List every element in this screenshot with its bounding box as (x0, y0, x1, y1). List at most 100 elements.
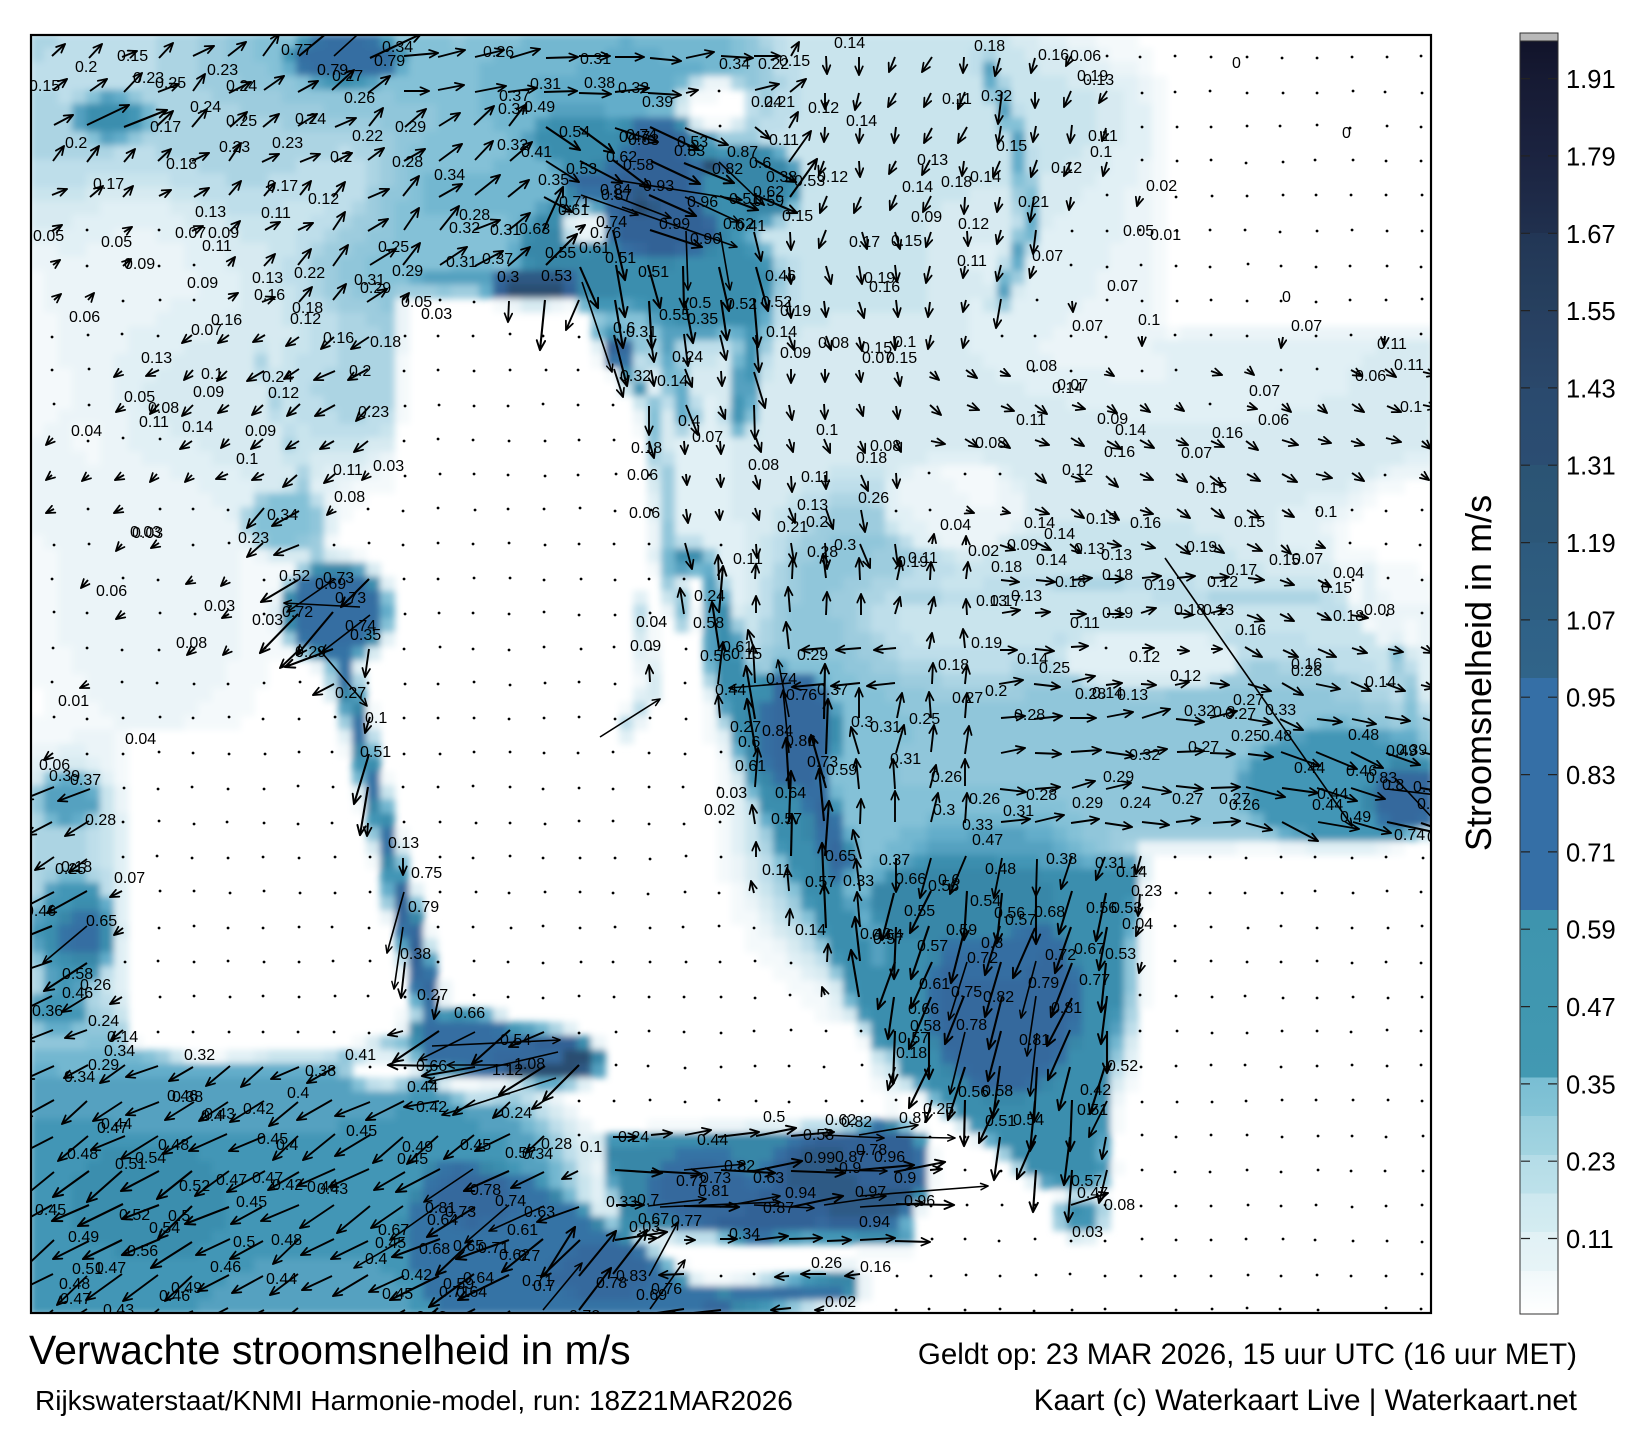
svg-text:0.74: 0.74 (495, 1193, 526, 1210)
svg-text:0.86: 0.86 (785, 733, 816, 750)
svg-text:0.48: 0.48 (1348, 727, 1379, 744)
svg-text:0.14: 0.14 (657, 373, 688, 390)
svg-text:Rijkswaterstaat/KNMI Harmonie-: Rijkswaterstaat/KNMI Harmonie-model, run… (35, 1385, 793, 1416)
svg-text:0.23: 0.23 (1566, 1149, 1616, 1177)
svg-text:0.51: 0.51 (1077, 1102, 1108, 1119)
svg-text:0.51: 0.51 (638, 264, 669, 281)
svg-text:0.1: 0.1 (1400, 399, 1422, 416)
svg-text:0.02: 0.02 (1146, 178, 1177, 195)
svg-text:0.96: 0.96 (687, 194, 718, 211)
svg-text:0.18: 0.18 (631, 440, 662, 457)
svg-text:0.2: 0.2 (330, 149, 352, 166)
svg-text:0.44: 0.44 (266, 1271, 297, 1288)
svg-text:0.24: 0.24 (501, 1105, 532, 1122)
svg-text:0.9: 0.9 (839, 1160, 861, 1177)
svg-text:0.47: 0.47 (216, 1172, 247, 1189)
svg-text:0.44: 0.44 (1294, 760, 1325, 777)
svg-text:0.58: 0.58 (803, 1127, 834, 1144)
svg-text:0.33: 0.33 (1265, 702, 1296, 719)
svg-text:0.06: 0.06 (1070, 48, 1101, 65)
svg-text:0.07: 0.07 (1291, 318, 1322, 335)
svg-text:0.14: 0.14 (1115, 422, 1146, 439)
svg-text:0.15: 0.15 (996, 138, 1027, 155)
svg-text:0.4: 0.4 (365, 1251, 387, 1268)
svg-text:0.18: 0.18 (941, 174, 972, 191)
svg-text:0.14: 0.14 (1052, 380, 1083, 397)
svg-text:0.37: 0.37 (482, 251, 513, 268)
svg-text:0.26: 0.26 (969, 791, 1000, 808)
svg-text:0.32: 0.32 (184, 1047, 215, 1064)
svg-text:0.2: 0.2 (65, 135, 87, 152)
svg-text:0.31: 0.31 (530, 76, 561, 93)
svg-text:0.59: 0.59 (946, 922, 977, 939)
svg-text:0.53: 0.53 (566, 161, 597, 178)
svg-text:0.37: 0.37 (879, 852, 910, 869)
svg-text:0.97: 0.97 (855, 1184, 886, 1201)
svg-text:0.13: 0.13 (1117, 687, 1148, 704)
svg-text:0.1: 0.1 (201, 366, 223, 383)
svg-text:0.23: 0.23 (272, 135, 303, 152)
svg-text:0.11: 0.11 (762, 862, 792, 879)
svg-text:0.37: 0.37 (817, 682, 848, 699)
svg-text:0.48: 0.48 (1261, 728, 1292, 745)
svg-text:0.7: 0.7 (637, 1192, 659, 1209)
svg-text:0.09: 0.09 (630, 638, 661, 655)
svg-text:0.1: 0.1 (1138, 312, 1160, 329)
svg-text:0.15: 0.15 (1321, 580, 1352, 597)
svg-text:0.06: 0.06 (1355, 368, 1386, 385)
svg-text:0.23: 0.23 (1131, 883, 1162, 900)
svg-text:0.6: 0.6 (938, 872, 960, 889)
svg-text:0.44: 0.44 (1312, 797, 1343, 814)
svg-text:0.03: 0.03 (421, 306, 452, 323)
svg-text:0.41: 0.41 (345, 1047, 376, 1064)
svg-text:0.45: 0.45 (346, 1123, 377, 1140)
svg-text:0.83: 0.83 (674, 143, 705, 160)
svg-text:0.29: 0.29 (1072, 795, 1103, 812)
svg-text:0.31: 0.31 (870, 719, 901, 736)
svg-text:0.58: 0.58 (623, 157, 654, 174)
svg-text:0.11: 0.11 (733, 551, 763, 568)
svg-text:0.73: 0.73 (323, 570, 354, 587)
svg-text:0.66: 0.66 (454, 1005, 485, 1022)
svg-text:0.07: 0.07 (114, 870, 145, 887)
svg-text:0.67: 0.67 (378, 1222, 409, 1239)
svg-text:0.49: 0.49 (68, 1229, 99, 1246)
svg-text:0.09: 0.09 (193, 384, 224, 401)
svg-text:0.12: 0.12 (1051, 160, 1082, 177)
svg-text:0.21: 0.21 (1018, 194, 1049, 211)
svg-text:0.16: 0.16 (323, 330, 354, 347)
svg-text:0.04: 0.04 (1122, 916, 1153, 933)
svg-text:Kaart (c) Waterkaart Live | Wa: Kaart (c) Waterkaart Live | Waterkaart.n… (1034, 1384, 1577, 1417)
svg-text:0.12: 0.12 (268, 385, 299, 402)
svg-text:0.61: 0.61 (735, 758, 766, 775)
svg-text:0.18: 0.18 (1174, 602, 1205, 619)
svg-text:0.18: 0.18 (1102, 567, 1133, 584)
svg-text:0.58: 0.58 (693, 615, 724, 632)
svg-text:0.07: 0.07 (1292, 551, 1323, 568)
svg-text:0.18: 0.18 (166, 156, 197, 173)
svg-text:0.42: 0.42 (1080, 1082, 1111, 1099)
svg-text:0.83: 0.83 (616, 1268, 647, 1285)
svg-text:0.73: 0.73 (335, 590, 366, 607)
svg-text:0.74: 0.74 (1394, 827, 1425, 844)
svg-text:0.1: 0.1 (894, 334, 916, 351)
svg-text:0.14: 0.14 (1036, 552, 1067, 569)
svg-text:0.15: 0.15 (117, 48, 148, 65)
svg-text:0.24: 0.24 (262, 369, 293, 386)
svg-text:0.81: 0.81 (698, 1183, 729, 1200)
svg-text:0.25: 0.25 (155, 75, 186, 92)
svg-text:0.11: 0.11 (801, 469, 831, 486)
svg-text:0.72: 0.72 (1045, 947, 1076, 964)
svg-text:0: 0 (1342, 125, 1351, 142)
svg-text:0.53: 0.53 (541, 268, 572, 285)
svg-text:0.68: 0.68 (1034, 904, 1065, 921)
svg-text:0.63: 0.63 (524, 1204, 555, 1221)
svg-text:0.59: 0.59 (826, 762, 857, 779)
svg-text:0.66: 0.66 (416, 1058, 447, 1075)
svg-text:0.96: 0.96 (874, 1149, 905, 1166)
svg-text:0.07: 0.07 (1032, 248, 1063, 265)
svg-text:0.11: 0.11 (1016, 412, 1046, 429)
svg-text:0.31: 0.31 (446, 254, 477, 271)
svg-text:0.5: 0.5 (233, 1234, 255, 1251)
svg-text:0.07: 0.07 (1107, 278, 1138, 295)
